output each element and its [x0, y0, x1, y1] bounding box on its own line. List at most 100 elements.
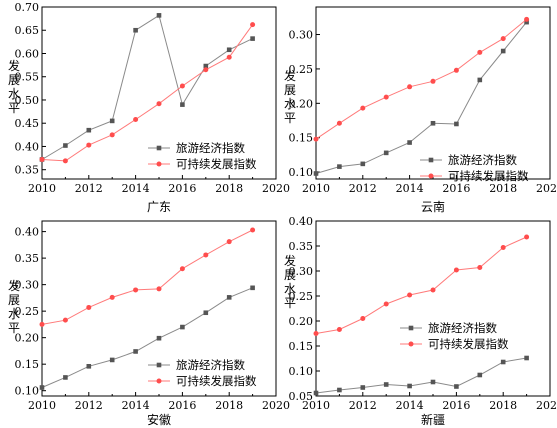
- data-point: [203, 310, 209, 316]
- legend-label: 可持续发展指数: [176, 157, 257, 171]
- data-point: [430, 379, 436, 385]
- series-line-2: [315, 19, 527, 140]
- x-tick-label: 2020: [536, 399, 557, 412]
- x-tick-label: 2016: [442, 182, 470, 195]
- data-point: [313, 331, 319, 336]
- x-tick-label: 2018: [489, 182, 517, 195]
- x-axis-label: 新疆: [421, 412, 445, 427]
- y-axis-label: 发展水平: [284, 68, 296, 125]
- y-axis-label: 发展水平: [284, 253, 296, 310]
- x-tick-label: 2010: [302, 182, 330, 195]
- data-point: [109, 132, 115, 138]
- data-point: [179, 83, 185, 89]
- x-tick-label: 2018: [215, 399, 243, 412]
- data-point: [226, 54, 232, 60]
- series-line-2: [315, 236, 527, 334]
- y-tick-label: 0.40: [289, 215, 314, 228]
- data-point: [407, 140, 412, 145]
- data-point: [313, 136, 319, 142]
- y-tick-label: 0.50: [15, 94, 40, 107]
- x-axis-label: 安徽: [147, 412, 171, 427]
- y-tick-label: 0.45: [15, 117, 40, 130]
- data-point: [63, 375, 68, 380]
- x-tick-label: 2020: [262, 399, 290, 412]
- x-tick-label: 2010: [302, 399, 330, 412]
- data-point: [430, 120, 436, 126]
- x-tick-label: 2014: [396, 182, 424, 195]
- series-line-2: [41, 229, 253, 325]
- legend-marker: [156, 362, 162, 368]
- data-point: [86, 142, 92, 148]
- data-point: [86, 127, 92, 133]
- data-point: [180, 324, 185, 330]
- data-point: [133, 349, 138, 354]
- data-point: [383, 150, 389, 156]
- data-point: [226, 47, 232, 53]
- data-point: [430, 287, 436, 293]
- series-line-1: [41, 14, 253, 160]
- chart-panel-3: 2010 2012 2014 2016 2018 2020 0.10 0.15 0.20 0.25…: [8, 220, 290, 427]
- data-point: [250, 36, 255, 41]
- y-tick-label: 0.35: [15, 164, 40, 177]
- x-tick-label: 2012: [349, 399, 377, 412]
- x-tick-label: 2020: [262, 182, 290, 195]
- data-point: [133, 27, 138, 33]
- data-point: [524, 355, 529, 361]
- y-tick-label: 0.15: [289, 132, 314, 145]
- x-tick-label: 2010: [28, 182, 56, 195]
- legend-label: 旅游经济指数: [176, 141, 245, 155]
- y-tick-label: 0.60: [15, 47, 40, 60]
- y-tick-label: 0.10: [15, 385, 40, 398]
- x-tick-label: 2012: [75, 399, 103, 412]
- data-point: [477, 372, 483, 378]
- series-line-1: [41, 287, 253, 388]
- data-point: [156, 335, 162, 341]
- legend-marker: [156, 378, 162, 384]
- data-point: [360, 316, 366, 321]
- data-point: [39, 385, 45, 390]
- data-point: [250, 285, 255, 291]
- legend-marker: [408, 341, 414, 347]
- data-point: [86, 364, 92, 369]
- data-point: [63, 143, 68, 148]
- data-point: [156, 101, 162, 107]
- chart-panel-2: 2010 2012 2014 2016 2018 2020 0.10 0.15 0.20 0.25…: [284, 6, 557, 214]
- data-point: [39, 321, 45, 327]
- data-point: [524, 234, 530, 240]
- x-tick-label: 2016: [168, 182, 196, 195]
- data-point: [407, 383, 412, 389]
- data-point: [313, 390, 319, 396]
- data-point: [524, 16, 530, 22]
- y-tick-label: 0.20: [289, 315, 314, 328]
- x-tick-label: 2016: [168, 399, 196, 412]
- data-point: [453, 67, 459, 73]
- y-tick-label: 0.10: [289, 166, 314, 179]
- data-point: [337, 387, 342, 393]
- data-point: [407, 84, 413, 90]
- data-point: [62, 158, 68, 164]
- legend-label: 旅游经济指数: [448, 153, 517, 167]
- data-point: [383, 94, 389, 100]
- y-tick-label: 0.25: [289, 290, 314, 303]
- legend-label: 可持续发展指数: [428, 337, 509, 351]
- legend-marker: [408, 325, 414, 331]
- data-point: [500, 36, 506, 42]
- legend-label: 可持续发展指数: [176, 374, 257, 388]
- x-tick-label: 2014: [396, 399, 424, 412]
- data-point: [156, 286, 162, 292]
- x-tick-label: 2014: [122, 182, 150, 195]
- y-tick-label: 0.30: [15, 279, 40, 292]
- data-point: [156, 13, 162, 18]
- legend-label: 可持续发展指数: [448, 169, 529, 183]
- series-line-1: [315, 357, 527, 394]
- y-tick-label: 0.30: [289, 265, 314, 278]
- data-point: [203, 67, 209, 73]
- y-tick-label: 0.05: [289, 390, 314, 403]
- data-point: [477, 49, 483, 55]
- legend-marker: [428, 173, 434, 179]
- legend-marker: [428, 157, 434, 163]
- chart-panel-4: 2010 2012 2014 2016 2018 2020 0.05 0.10 0.15 0.20…: [284, 215, 557, 427]
- data-point: [477, 77, 483, 83]
- x-axis-label: 云南: [421, 199, 445, 214]
